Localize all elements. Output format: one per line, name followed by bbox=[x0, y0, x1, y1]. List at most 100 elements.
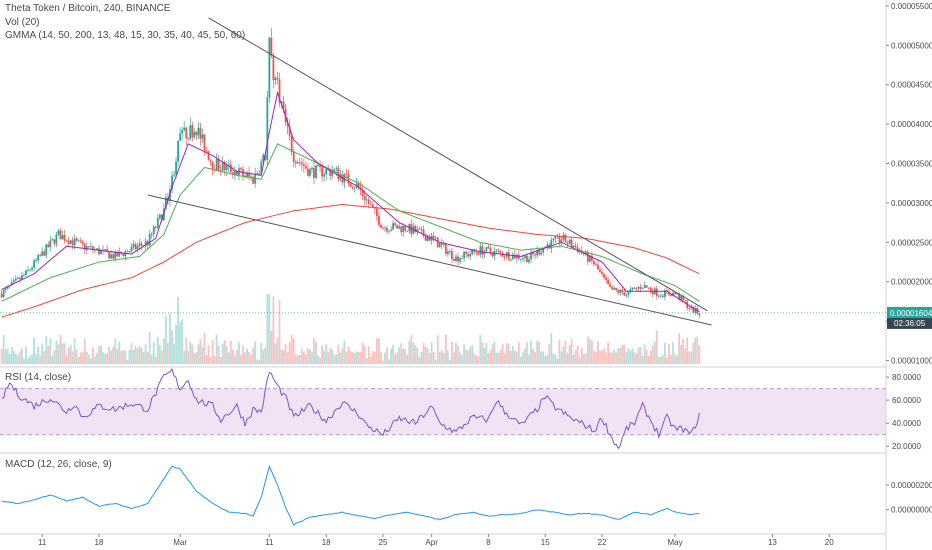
candle[interactable] bbox=[664, 288, 666, 301]
candle[interactable] bbox=[6, 285, 9, 290]
candle[interactable] bbox=[353, 186, 356, 193]
candle[interactable] bbox=[47, 241, 50, 248]
candle[interactable] bbox=[580, 245, 583, 256]
candle[interactable] bbox=[465, 251, 468, 258]
candle[interactable] bbox=[35, 258, 38, 263]
candle[interactable] bbox=[177, 140, 179, 167]
candle[interactable] bbox=[296, 160, 299, 164]
candle[interactable] bbox=[77, 238, 80, 242]
candle[interactable] bbox=[552, 237, 555, 244]
candle[interactable] bbox=[25, 270, 27, 277]
candle[interactable] bbox=[223, 160, 226, 177]
candle[interactable] bbox=[548, 242, 551, 249]
candle[interactable] bbox=[315, 164, 317, 180]
candle[interactable] bbox=[420, 225, 423, 234]
candle[interactable] bbox=[313, 162, 315, 184]
candle[interactable] bbox=[540, 248, 543, 256]
candle[interactable] bbox=[396, 224, 399, 229]
candle[interactable] bbox=[489, 244, 492, 256]
candle[interactable] bbox=[655, 285, 658, 300]
candle[interactable] bbox=[0, 290, 3, 299]
candle[interactable] bbox=[499, 250, 502, 257]
upper-trendline[interactable] bbox=[208, 17, 708, 312]
candle[interactable] bbox=[158, 213, 161, 220]
candle[interactable] bbox=[546, 241, 549, 251]
candle[interactable] bbox=[398, 222, 401, 229]
candle[interactable] bbox=[14, 275, 17, 282]
candle[interactable] bbox=[459, 257, 461, 265]
candle[interactable] bbox=[323, 171, 326, 182]
candle[interactable] bbox=[219, 164, 222, 176]
candle[interactable] bbox=[414, 224, 417, 233]
candle[interactable] bbox=[605, 274, 607, 284]
candle[interactable] bbox=[408, 223, 411, 234]
candle[interactable] bbox=[593, 259, 595, 267]
candle[interactable] bbox=[619, 289, 622, 297]
candle[interactable] bbox=[144, 237, 147, 251]
candle[interactable] bbox=[213, 164, 216, 173]
candle[interactable] bbox=[576, 242, 579, 254]
candle[interactable] bbox=[651, 287, 654, 298]
candle[interactable] bbox=[688, 305, 691, 312]
candle[interactable] bbox=[532, 249, 534, 258]
candle[interactable] bbox=[23, 272, 25, 277]
candle[interactable] bbox=[209, 158, 212, 166]
candle[interactable] bbox=[128, 250, 131, 254]
candle[interactable] bbox=[367, 196, 370, 209]
candle[interactable] bbox=[197, 122, 200, 140]
candle[interactable] bbox=[65, 239, 68, 242]
rsi-pane[interactable] bbox=[0, 367, 886, 450]
candle[interactable] bbox=[422, 225, 425, 238]
candle[interactable] bbox=[67, 236, 70, 248]
candle[interactable] bbox=[309, 167, 311, 178]
candle[interactable] bbox=[18, 276, 21, 284]
candle[interactable] bbox=[595, 261, 597, 267]
candle[interactable] bbox=[116, 250, 119, 257]
candles[interactable] bbox=[0, 28, 701, 319]
candle[interactable] bbox=[519, 258, 522, 263]
candle[interactable] bbox=[122, 253, 125, 258]
candle[interactable] bbox=[455, 253, 457, 263]
candle[interactable] bbox=[45, 243, 48, 259]
candle[interactable] bbox=[29, 268, 31, 272]
candle[interactable] bbox=[631, 287, 634, 292]
candle[interactable] bbox=[505, 251, 508, 260]
candle[interactable] bbox=[256, 170, 259, 175]
candle[interactable] bbox=[497, 248, 500, 255]
candle[interactable] bbox=[252, 175, 255, 185]
candle[interactable] bbox=[609, 281, 612, 288]
candle[interactable] bbox=[236, 169, 238, 176]
candle[interactable] bbox=[597, 260, 599, 270]
candle[interactable] bbox=[272, 52, 275, 88]
candle[interactable] bbox=[179, 127, 182, 142]
candle[interactable] bbox=[572, 244, 575, 248]
candle[interactable] bbox=[27, 266, 29, 273]
candle[interactable] bbox=[108, 251, 111, 259]
candle[interactable] bbox=[53, 239, 56, 247]
candle[interactable] bbox=[416, 226, 419, 236]
candle[interactable] bbox=[515, 253, 518, 263]
candle[interactable] bbox=[647, 287, 650, 290]
candle[interactable] bbox=[682, 293, 685, 301]
candle[interactable] bbox=[276, 71, 279, 85]
candle[interactable] bbox=[661, 293, 664, 298]
candle[interactable] bbox=[558, 233, 561, 246]
candle[interactable] bbox=[207, 150, 210, 161]
candle[interactable] bbox=[195, 131, 198, 140]
candle[interactable] bbox=[434, 235, 437, 241]
candle[interactable] bbox=[94, 247, 96, 254]
candle[interactable] bbox=[633, 286, 636, 290]
candle[interactable] bbox=[485, 246, 488, 252]
candle[interactable] bbox=[51, 237, 54, 241]
candle[interactable] bbox=[659, 292, 662, 299]
candle[interactable] bbox=[191, 121, 194, 142]
candle[interactable] bbox=[412, 222, 415, 235]
candle[interactable] bbox=[536, 246, 539, 259]
candle[interactable] bbox=[217, 154, 220, 173]
candle[interactable] bbox=[560, 236, 563, 246]
candle[interactable] bbox=[394, 221, 397, 228]
candle[interactable] bbox=[355, 178, 358, 189]
candle[interactable] bbox=[481, 243, 484, 259]
candle[interactable] bbox=[601, 267, 603, 277]
